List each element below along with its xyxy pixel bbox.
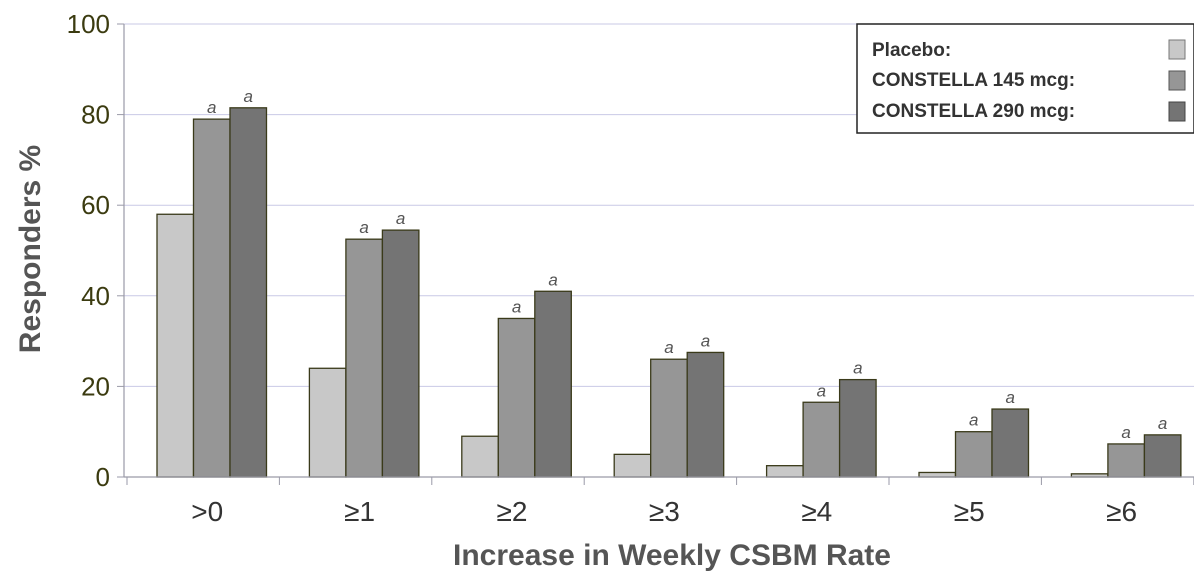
x-tick-label: ≥1 — [344, 496, 375, 527]
significance-label: a — [664, 338, 673, 357]
significance-label: a — [853, 359, 862, 378]
bar — [650, 358, 688, 478]
significance-label: a — [1006, 388, 1015, 407]
significance-label: a — [359, 218, 368, 237]
legend-label-constella-290: CONSTELLA 290 mcg: — [872, 101, 1075, 122]
significance-label: a — [244, 87, 253, 106]
legend-label-placebo: Placebo: — [872, 40, 951, 61]
y-tick-label: 100 — [67, 9, 110, 39]
bar — [765, 465, 804, 478]
bar — [381, 229, 420, 478]
legend-box — [856, 23, 1194, 134]
significance-label: a — [969, 411, 978, 430]
x-tick-label: ≥2 — [497, 496, 528, 527]
bar — [838, 378, 877, 478]
x-tick-label: ≥6 — [1106, 496, 1137, 527]
bar — [229, 107, 268, 478]
bar — [918, 471, 957, 478]
bar — [308, 367, 347, 478]
significance-label: a — [1121, 423, 1130, 442]
bar — [497, 317, 536, 478]
y-tick-label: 40 — [81, 281, 110, 311]
bar — [192, 118, 231, 478]
x-axis-ticks: >0 ≥1 ≥2 ≥3 ≥4 ≥5 ≥6 — [126, 477, 1194, 527]
y-axis-title: Responders % — [14, 145, 47, 353]
bar — [954, 431, 993, 478]
x-tick-label: ≥5 — [954, 496, 985, 527]
x-tick-label: ≥4 — [801, 496, 832, 527]
significance-label: a — [701, 331, 710, 350]
legend: Placebo: CONSTELLA 145 mcg: CONSTELLA 29… — [856, 23, 1194, 134]
axes — [123, 24, 1194, 478]
y-axis-ticks: 0 20 40 60 80 100 — [67, 9, 124, 492]
legend-swatch-constella-290 — [1168, 101, 1186, 122]
legend-label-constella-145: CONSTELLA 145 mcg: — [872, 70, 1075, 91]
significance-label: a — [207, 98, 216, 117]
bars — [156, 107, 1182, 478]
bar — [613, 453, 652, 478]
significance-label: a — [817, 381, 826, 400]
bar — [156, 213, 195, 478]
bar — [991, 408, 1030, 478]
bar — [345, 238, 384, 478]
y-tick-label: 80 — [81, 100, 110, 130]
significance-markers: a a a a a a a a a a a a a a — [207, 87, 1167, 442]
significance-label: a — [548, 270, 557, 289]
x-tick-label: ≥3 — [649, 496, 680, 527]
significance-label: a — [1158, 414, 1167, 433]
y-tick-label: 20 — [81, 371, 110, 401]
bar — [802, 401, 841, 478]
significance-label: a — [512, 297, 521, 316]
x-axis-title: Increase in Weekly CSBM Rate — [453, 539, 891, 572]
bar — [686, 351, 725, 478]
x-tick-label: >0 — [191, 496, 223, 527]
legend-swatch-placebo — [1168, 39, 1186, 60]
legend-swatch-constella-145 — [1168, 70, 1186, 91]
bar — [1143, 434, 1182, 478]
bar — [534, 290, 572, 478]
y-tick-label: 0 — [96, 462, 110, 492]
significance-label: a — [396, 209, 405, 228]
y-tick-label: 60 — [81, 190, 110, 220]
bar — [461, 435, 499, 478]
bar — [1107, 443, 1146, 478]
